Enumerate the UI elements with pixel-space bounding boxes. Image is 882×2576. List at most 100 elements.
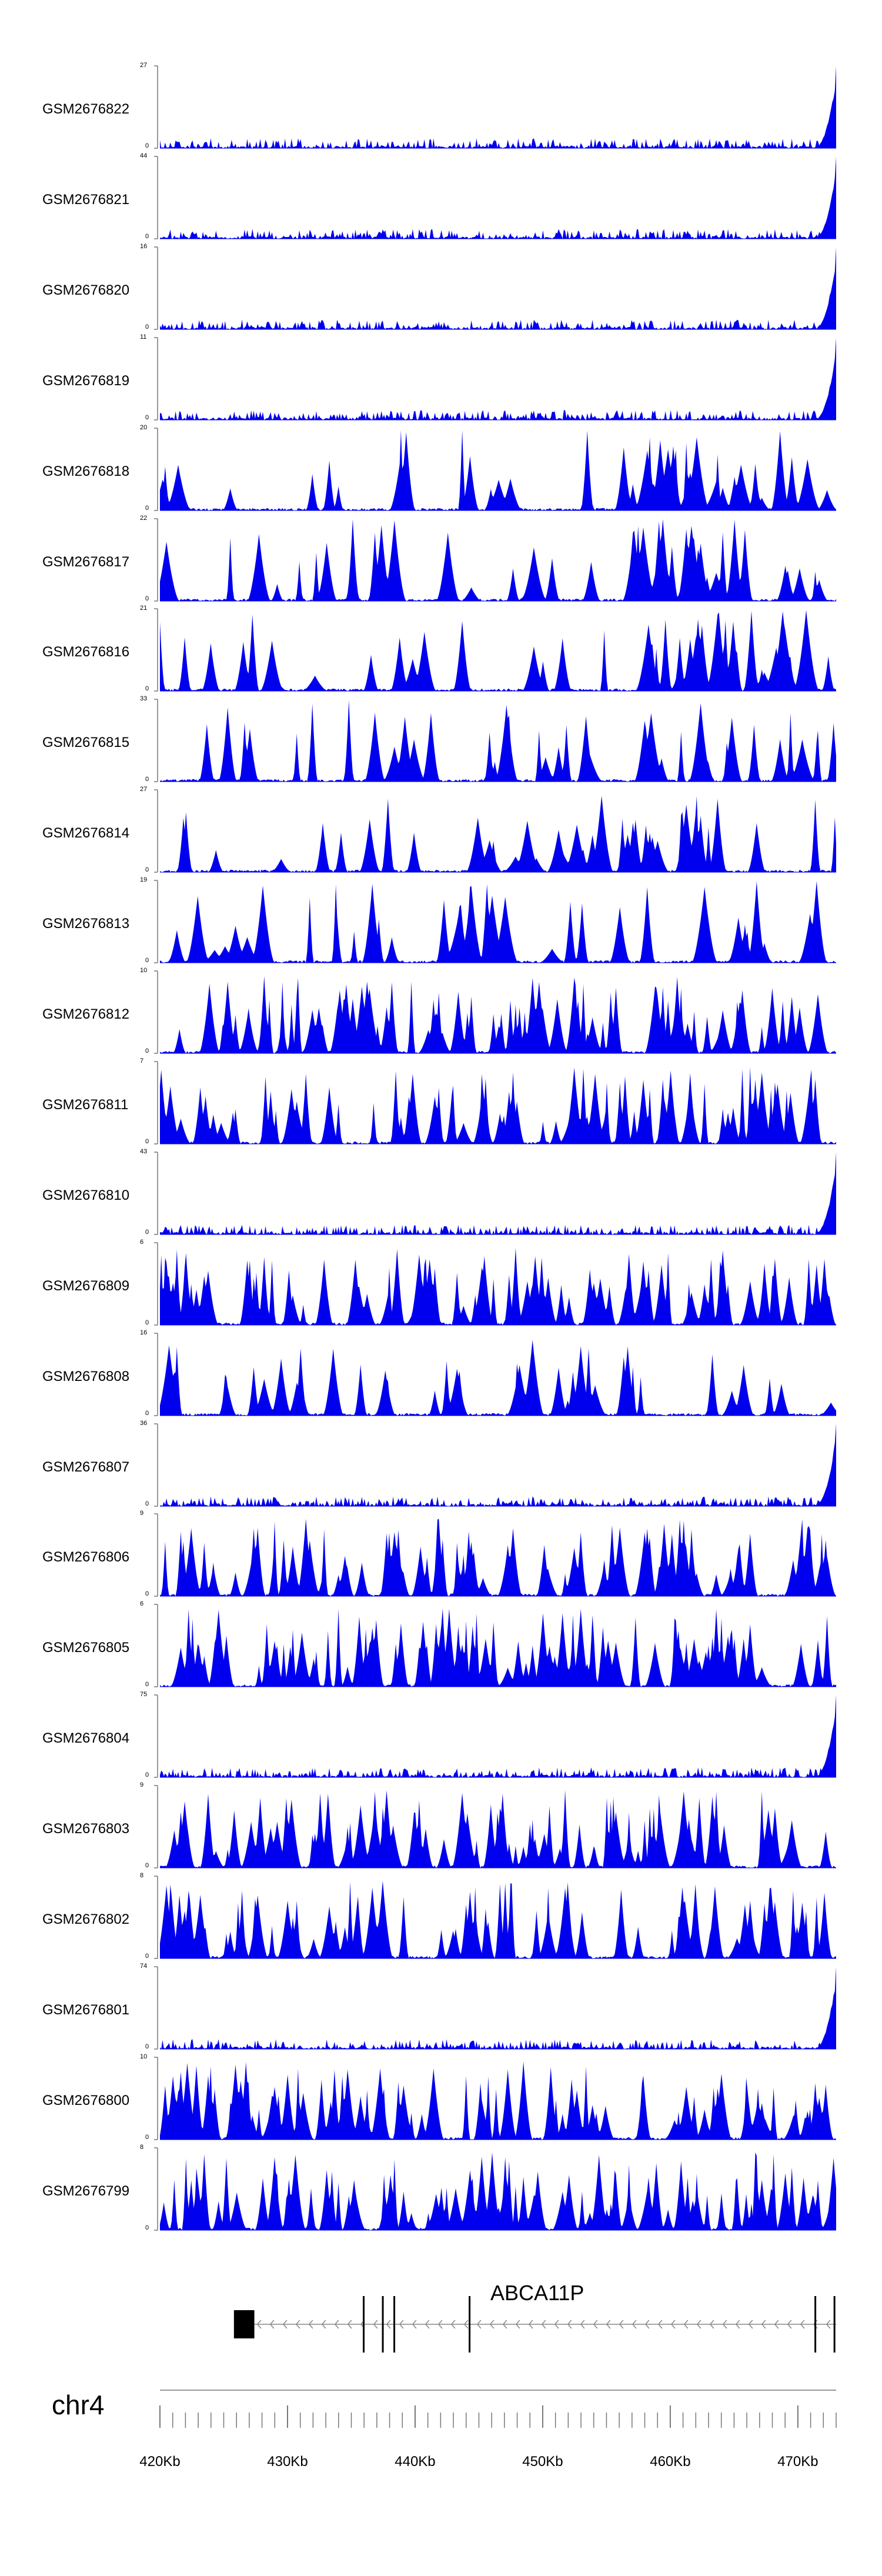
coverage-plot (154, 1513, 836, 1597)
y-min-label: 0 (145, 957, 149, 965)
strand-arrow (515, 2320, 520, 2329)
y-max-label: 27 (140, 62, 148, 69)
gene-exon (469, 2296, 471, 2353)
strand-arrow (321, 2320, 326, 2329)
y-max-label: 21 (140, 605, 148, 612)
coverage-plot (154, 699, 836, 783)
strand-arrow (619, 2320, 624, 2329)
coverage-area (160, 1519, 836, 1597)
coverage-plot (154, 1876, 836, 1959)
strand-arrow (463, 2320, 469, 2329)
coverage-area (160, 1067, 836, 1144)
sample-label: GSM2676813 (42, 916, 130, 932)
coverage-track: GSM2676806 9 0 (0, 1510, 882, 1604)
strand-arrow (437, 2320, 443, 2329)
y-min-label: 0 (145, 1681, 149, 1689)
sample-label: GSM2676805 (42, 1640, 130, 1656)
x-tick-label: 450Kb (522, 2454, 563, 2470)
coverage-track: GSM2676819 11 0 (0, 333, 882, 428)
coverage-track: GSM2676813 19 0 (0, 876, 882, 970)
sample-label: GSM2676804 (42, 1730, 130, 1747)
chromosome-label: chr4 (52, 2390, 105, 2420)
coverage-plot (154, 1423, 836, 1507)
y-max-label: 75 (140, 1691, 148, 1699)
coverage-track: GSM2676799 8 0 (0, 2144, 882, 2238)
y-min-label: 0 (145, 1409, 149, 1417)
y-max-label: 6 (140, 1238, 144, 1246)
strand-arrow (696, 2320, 701, 2329)
coverage-area (160, 2061, 836, 2140)
sample-label: GSM2676807 (42, 1459, 130, 1475)
sample-label: GSM2676812 (42, 1006, 130, 1022)
coverage-area (160, 2152, 836, 2230)
coverage-area (160, 881, 836, 963)
sample-label: GSM2676815 (42, 735, 130, 751)
y-min-label: 0 (145, 1228, 149, 1236)
coverage-plot (154, 789, 836, 873)
strand-arrow (644, 2320, 650, 2329)
sample-label: GSM2676816 (42, 644, 130, 660)
y-max-label: 44 (140, 152, 148, 159)
coverage-area (160, 1881, 836, 1958)
coverage-plot (154, 1604, 836, 1688)
coverage-track: GSM2676822 27 0 (0, 62, 882, 156)
coverage-plot (154, 1785, 836, 1868)
coverage-track: GSM2676812 10 0 (0, 967, 882, 1061)
y-max-label: 36 (140, 1419, 148, 1427)
y-min-label: 0 (145, 504, 149, 512)
y-min-label: 0 (145, 413, 149, 421)
strand-arrow (412, 2320, 417, 2329)
sample-label: GSM2676799 (42, 2183, 130, 2199)
coverage-track: GSM2676808 16 0 (0, 1329, 882, 1423)
x-tick-label: 460Kb (650, 2454, 690, 2470)
x-tick-label: 470Kb (777, 2454, 818, 2470)
sample-label: GSM2676809 (42, 1277, 130, 1294)
coverage-track: GSM2676805 6 0 (0, 1600, 882, 1694)
coverage-track: GSM2676811 7 0 (0, 1057, 882, 1152)
y-max-label: 10 (140, 967, 148, 974)
coverage-area (160, 976, 836, 1053)
strand-arrow (761, 2320, 766, 2329)
sample-label: GSM2676810 (42, 1187, 130, 1203)
coverage-plot (154, 1966, 836, 2050)
coverage-track: GSM2676804 75 0 (0, 1691, 882, 1785)
y-min-label: 0 (145, 1953, 149, 1960)
strand-arrow (800, 2320, 805, 2329)
strand-arrow (774, 2320, 779, 2329)
strand-arrow (657, 2320, 663, 2329)
y-min-label: 0 (145, 2043, 149, 2050)
coverage-track: GSM2676820 16 0 (0, 243, 882, 337)
y-min-label: 0 (145, 1319, 149, 1326)
coverage-track: GSM2676803 9 0 (0, 1781, 882, 1876)
coverage-plot (154, 156, 836, 239)
y-max-label: 7 (140, 1057, 144, 1065)
coverage-track: GSM2676807 36 0 (0, 1419, 882, 1514)
strand-arrow (593, 2320, 598, 2329)
strand-arrow (826, 2320, 831, 2329)
sample-label: GSM2676814 (42, 825, 130, 842)
y-min-label: 0 (145, 685, 149, 693)
sample-label: GSM2676819 (42, 372, 130, 389)
y-min-label: 0 (145, 142, 149, 149)
gene-exon (393, 2296, 396, 2353)
y-max-label: 6 (140, 1600, 144, 1608)
coverage-area (160, 1790, 836, 1868)
coverage-area (160, 1609, 836, 1687)
y-max-label: 8 (140, 1872, 144, 1879)
sample-label: GSM2676820 (42, 282, 130, 298)
x-tick-label: 420Kb (139, 2454, 180, 2470)
sample-label: GSM2676818 (42, 463, 130, 479)
y-min-label: 0 (145, 323, 149, 331)
coverage-track: GSM2676818 20 0 (0, 424, 882, 518)
y-min-label: 0 (145, 2133, 149, 2141)
strand-arrow (748, 2320, 753, 2329)
y-min-label: 0 (145, 1500, 149, 1507)
y-max-label: 11 (140, 333, 147, 341)
coverage-area (160, 700, 836, 782)
coverage-plot (154, 427, 836, 511)
y-max-label: 33 (140, 695, 148, 703)
strand-arrow (386, 2320, 391, 2329)
coverage-track: GSM2676815 33 0 (0, 695, 882, 789)
